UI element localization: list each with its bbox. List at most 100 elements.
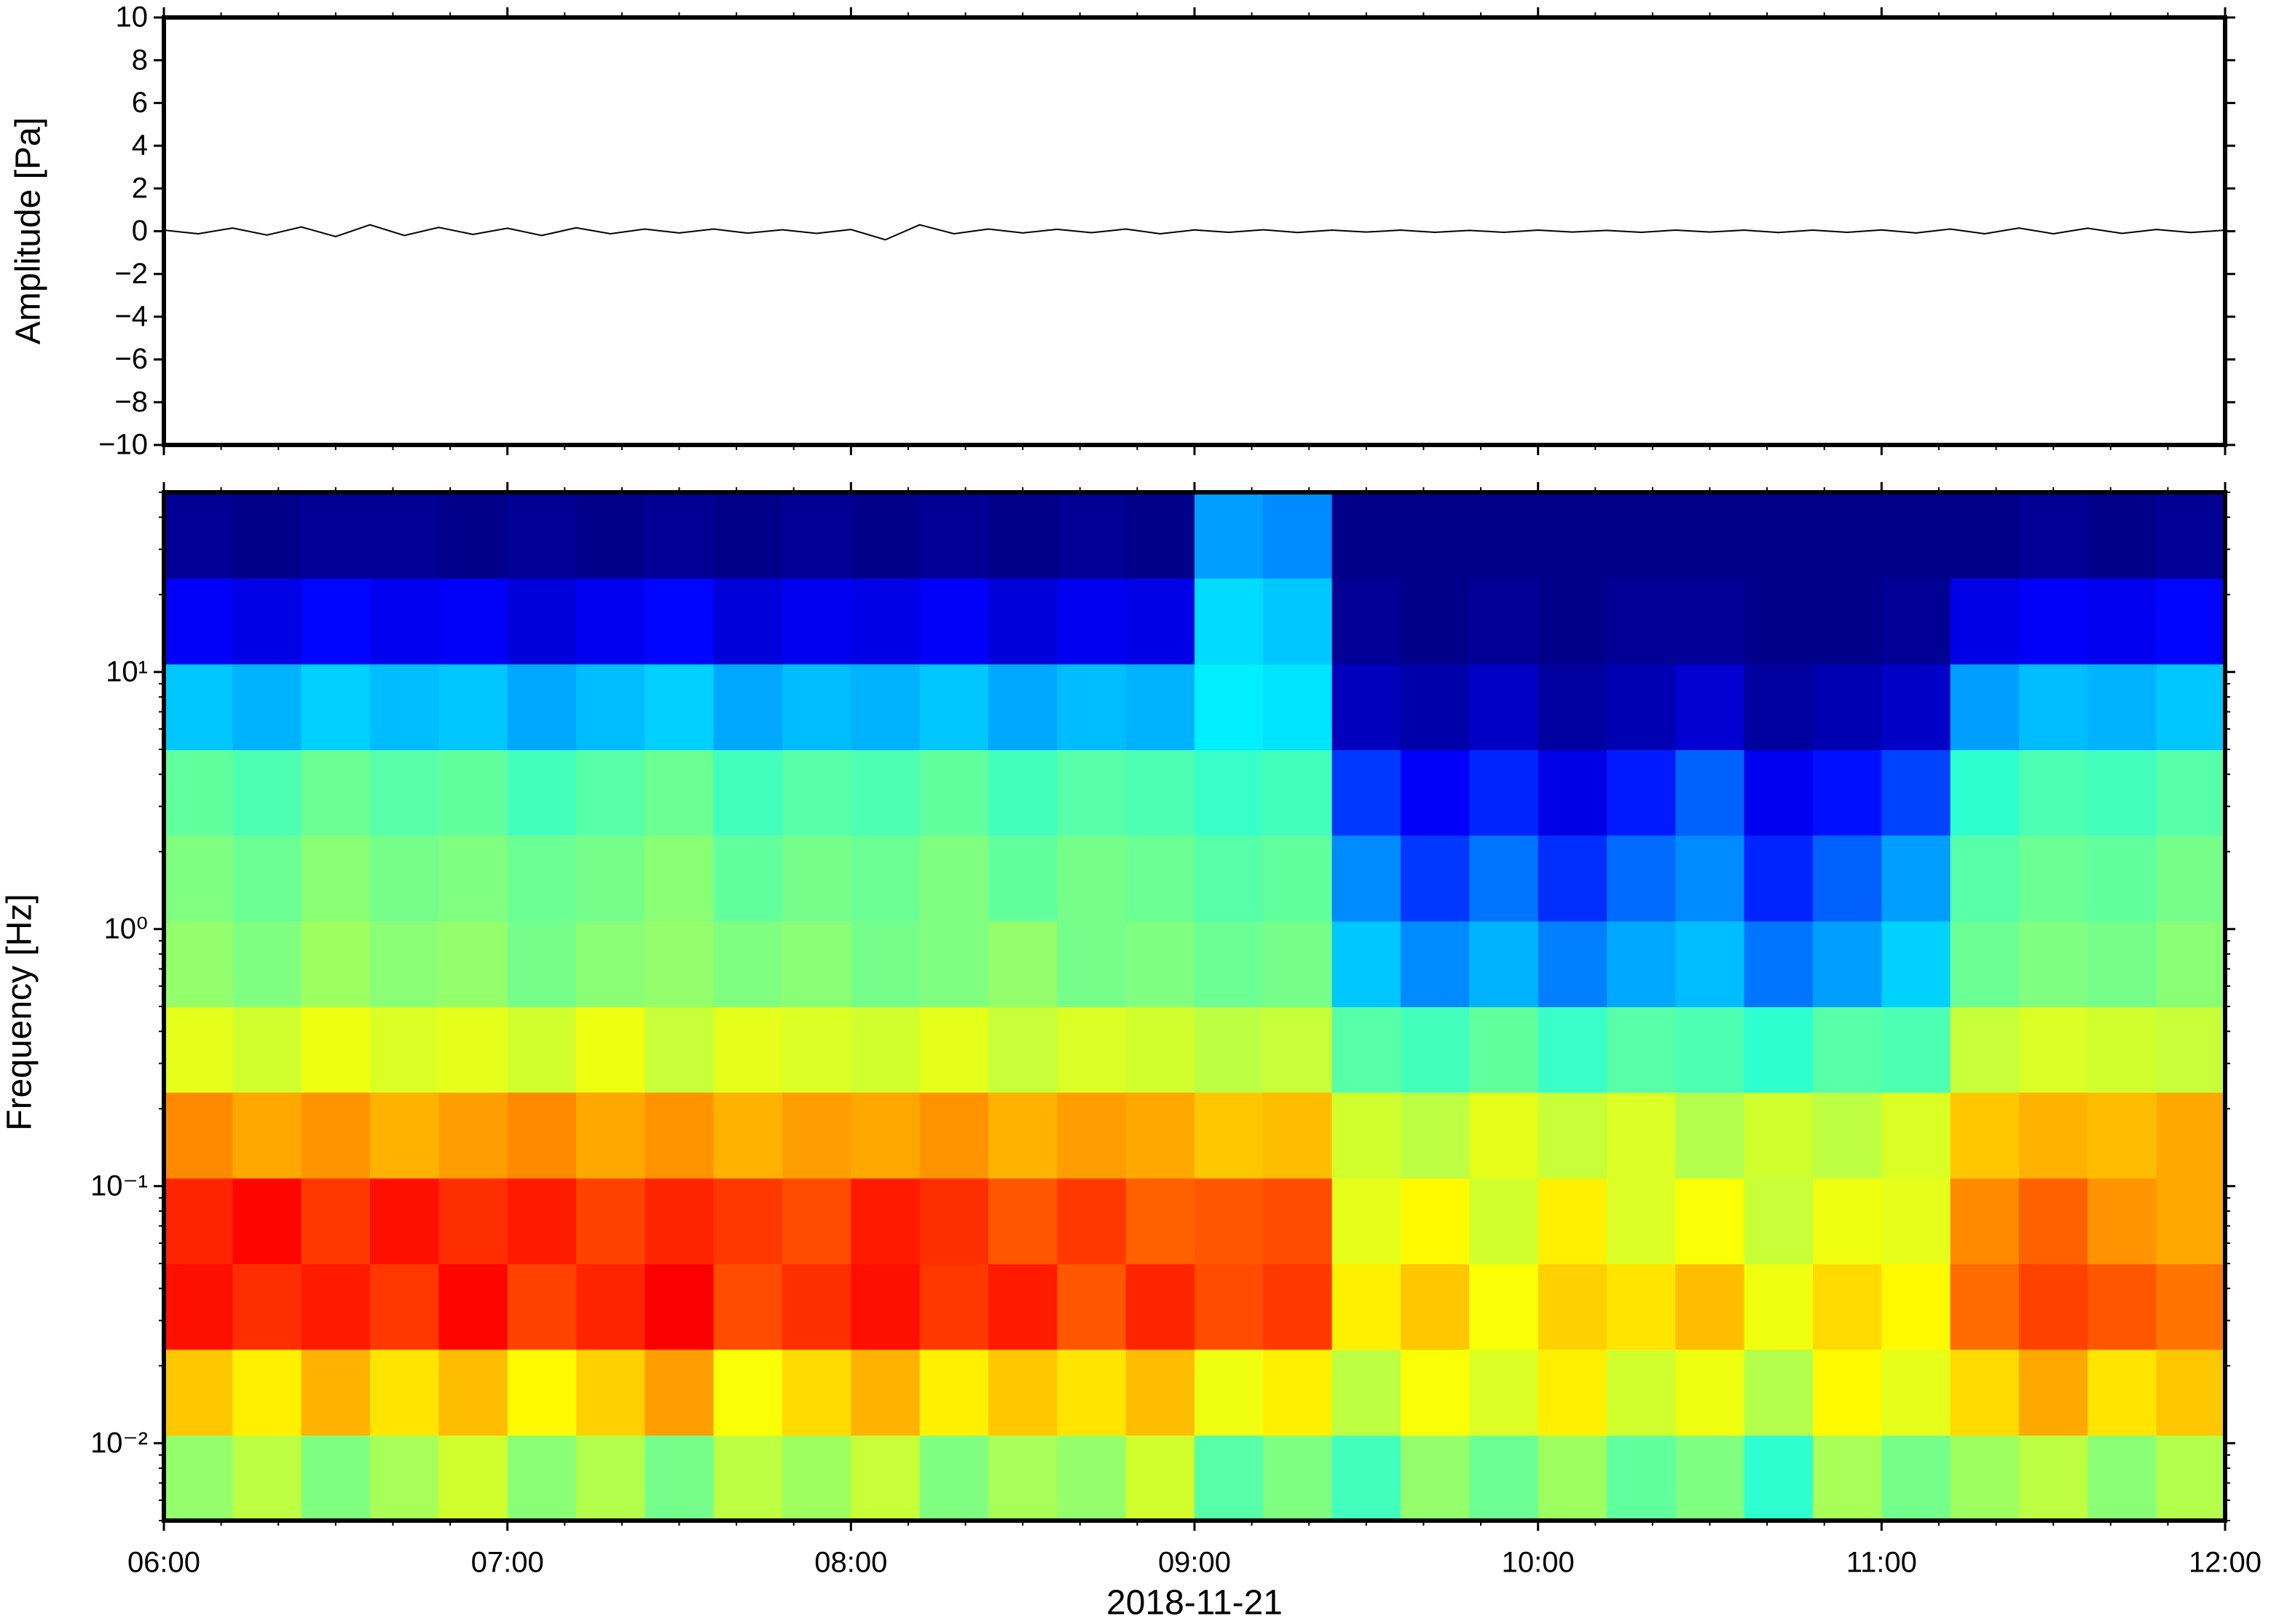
cell: [1607, 1435, 1676, 1521]
cell: [232, 578, 302, 665]
cell: [1331, 663, 1401, 751]
cell: [1744, 578, 1814, 665]
cell: [851, 663, 921, 751]
y-tick-label: −8: [114, 386, 148, 418]
cell: [164, 492, 233, 579]
cell: [713, 1349, 783, 1436]
cell: [919, 921, 989, 1008]
cell: [1469, 1006, 1539, 1093]
cell: [507, 749, 577, 836]
cell: [1813, 1435, 1882, 1521]
cell: [1057, 663, 1127, 751]
cell: [645, 663, 715, 751]
cell: [2019, 1006, 2088, 1093]
cell: [1881, 1264, 1951, 1350]
cell: [1675, 1006, 1745, 1093]
cell: [507, 1178, 577, 1265]
waveform: [163, 224, 2226, 241]
cell: [1744, 1092, 1814, 1179]
cell: [438, 1092, 508, 1179]
cell: [1125, 1264, 1195, 1350]
cell: [301, 1435, 371, 1521]
cell: [1125, 1178, 1195, 1265]
cell: [1950, 1006, 2020, 1093]
cell: [2087, 921, 2157, 1008]
cell: [232, 749, 302, 836]
cell: [1607, 1092, 1676, 1179]
cell: [782, 1006, 851, 1093]
cell: [1331, 1435, 1401, 1521]
cell: [919, 663, 989, 751]
cell: [1401, 1006, 1470, 1093]
cell: [301, 663, 371, 751]
cell: [1194, 578, 1264, 665]
cell: [1125, 578, 1195, 665]
plot-frame: [162, 15, 2227, 447]
cell: [370, 1178, 439, 1265]
cell: [1263, 663, 1333, 751]
cell: [713, 1092, 783, 1179]
cell: [438, 921, 508, 1008]
cell: [232, 1092, 302, 1179]
y-tick-label: 0: [132, 215, 148, 247]
cell: [370, 921, 439, 1008]
cell: [2019, 1092, 2088, 1179]
cell: [2087, 578, 2157, 665]
cell: [2019, 1264, 2088, 1350]
cell: [1401, 1435, 1470, 1521]
cell: [1538, 1178, 1607, 1265]
cell: [1744, 1264, 1814, 1350]
cell: [1194, 663, 1264, 751]
cell: [1194, 921, 1264, 1008]
cell: [851, 578, 921, 665]
cell: [301, 835, 371, 922]
cell: [1950, 578, 2020, 665]
cell: [2019, 578, 2088, 665]
cell: [2156, 578, 2226, 665]
x-tick-label: 09:00: [1158, 1547, 1231, 1579]
cell: [1331, 921, 1401, 1008]
cell: [1125, 749, 1195, 836]
cell: [232, 1006, 302, 1093]
cell: [232, 492, 302, 579]
cell: [576, 1349, 645, 1436]
cell: [1538, 1006, 1607, 1093]
cell: [576, 1264, 645, 1350]
y-tick-label: −10: [98, 429, 148, 461]
cell: [1538, 578, 1607, 665]
x-tick-label: 11:00: [1846, 1547, 1917, 1579]
cell: [1401, 835, 1470, 922]
cell: [1469, 1435, 1539, 1521]
cell: [1263, 1092, 1333, 1179]
cell: [2087, 1264, 2157, 1350]
cell: [2087, 663, 2157, 751]
cell: [164, 663, 233, 751]
cell: [919, 1435, 989, 1521]
cell: [1469, 663, 1539, 751]
cell: [782, 1435, 851, 1521]
cell: [232, 663, 302, 751]
cell: [988, 835, 1058, 922]
cell: [1469, 1092, 1539, 1179]
cell: [164, 1006, 233, 1093]
cell: [1675, 1092, 1745, 1179]
cell: [1194, 1006, 1264, 1093]
cell: [1607, 578, 1676, 665]
y-tick-label: 10: [116, 1, 149, 33]
cell: [164, 835, 233, 922]
cell: [576, 835, 645, 922]
cell: [988, 1264, 1058, 1350]
cell: [1607, 1006, 1676, 1093]
cell: [576, 1178, 645, 1265]
cell: [576, 1092, 645, 1179]
cell: [1813, 492, 1882, 579]
cell: [1813, 1349, 1882, 1436]
cell: [1881, 663, 1951, 751]
cell: [713, 663, 783, 751]
cell: [576, 749, 645, 836]
cell: [1194, 1349, 1264, 1436]
cell: [713, 1264, 783, 1350]
cell: [713, 1435, 783, 1521]
cell: [2019, 1349, 2088, 1436]
cell: [645, 835, 715, 922]
